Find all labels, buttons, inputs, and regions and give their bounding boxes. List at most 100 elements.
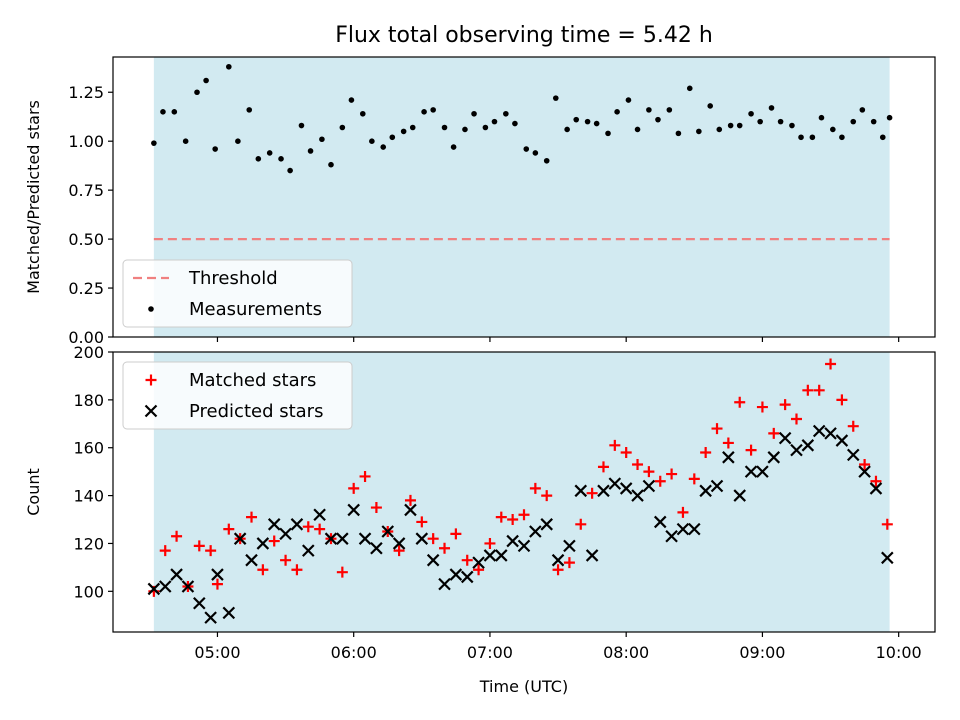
data-point [246,511,258,523]
data-point [734,396,746,408]
data-point [393,545,405,557]
x-tick-label: 06:00 [331,643,377,662]
data-point [302,521,314,533]
data-point [512,120,518,127]
y-tick-label: 120 [73,534,104,553]
data-point [835,434,849,447]
data-point [222,606,236,620]
data-point [642,479,656,493]
data-point [313,508,326,522]
data-point [319,136,325,143]
x-tick-label: 09:00 [739,643,785,662]
data-point [686,85,693,92]
data-point [359,470,371,482]
data-point [171,530,183,542]
legend-box [122,259,353,328]
y-tick-label: 1.00 [68,132,104,151]
data-point [482,124,489,131]
data-point [605,130,611,137]
data-point [757,118,763,125]
data-point [532,150,539,156]
data-point [802,384,814,396]
legend: Threshold Measurements [122,259,353,328]
data-point [675,130,682,137]
data-point [359,110,366,117]
data-point [495,549,508,562]
data-point [736,122,743,129]
data-point [529,525,542,538]
data-point [710,479,724,493]
data-point [389,134,396,141]
data-point [608,477,622,490]
data-point [421,109,427,115]
data-point [798,134,804,141]
y-tick-label: 100 [73,582,104,601]
y-axis-label: Count [24,468,43,516]
data-point [450,528,462,540]
data-point [449,568,463,581]
data-point [182,138,189,144]
data-point [370,502,382,514]
legend-label: Matched stars [189,370,316,391]
data-point [268,535,280,547]
y-axis-label: Matched/Predicted stars [24,100,43,294]
data-point [278,156,284,162]
data-point [484,537,496,549]
data-point [233,532,247,545]
data-point [619,482,633,495]
data-point [491,118,498,125]
data-point [768,105,775,111]
x-tick-label: 10:00 [876,643,922,662]
data-point [392,537,406,550]
series-dot [151,63,893,174]
data-point [160,109,166,115]
data-point [722,437,734,449]
y-tick-label: 180 [73,391,104,410]
data-point [441,124,448,131]
data-point [255,156,262,162]
data-point [472,556,485,569]
y-tick-label: 200 [73,343,104,362]
data-point [348,97,355,103]
data-point [801,439,815,452]
data-point [790,443,803,457]
data-point [812,424,826,438]
data-point [779,399,791,411]
data-point [347,503,360,517]
data-point [328,161,334,168]
data-point [426,553,440,567]
data-point [205,545,217,557]
data-point [881,551,894,565]
data-point [147,582,161,596]
data-point [688,473,700,485]
data-point [400,128,407,135]
data-point [517,539,531,553]
data-point [203,77,209,84]
data-point [744,465,758,478]
data-point [666,107,673,113]
data-point [609,439,621,451]
x-tick-label: 07:00 [467,643,513,662]
data-point [473,564,485,576]
data-point [654,475,666,487]
data-point [358,532,372,545]
data-point [541,490,553,502]
y-tick-label: 1.25 [68,83,104,102]
data-point [631,489,644,502]
data-point [324,532,338,545]
data-point [573,116,580,123]
data-point [287,167,293,174]
ratio-panel: 0.00 0.25 0.50 0.75 1.00 1.25 Matched/Predicte… [24,56,936,347]
data-point [859,458,871,470]
data-point [688,522,701,536]
legend-marker [144,404,158,418]
x-tick-label: 05:00 [194,643,240,662]
data-point [847,420,859,432]
axes-frame [112,56,936,338]
data-point [551,553,565,567]
data-point [552,564,564,576]
data-point [298,122,305,129]
data-point [348,482,360,494]
data-point [818,114,825,121]
data-point [204,611,217,624]
